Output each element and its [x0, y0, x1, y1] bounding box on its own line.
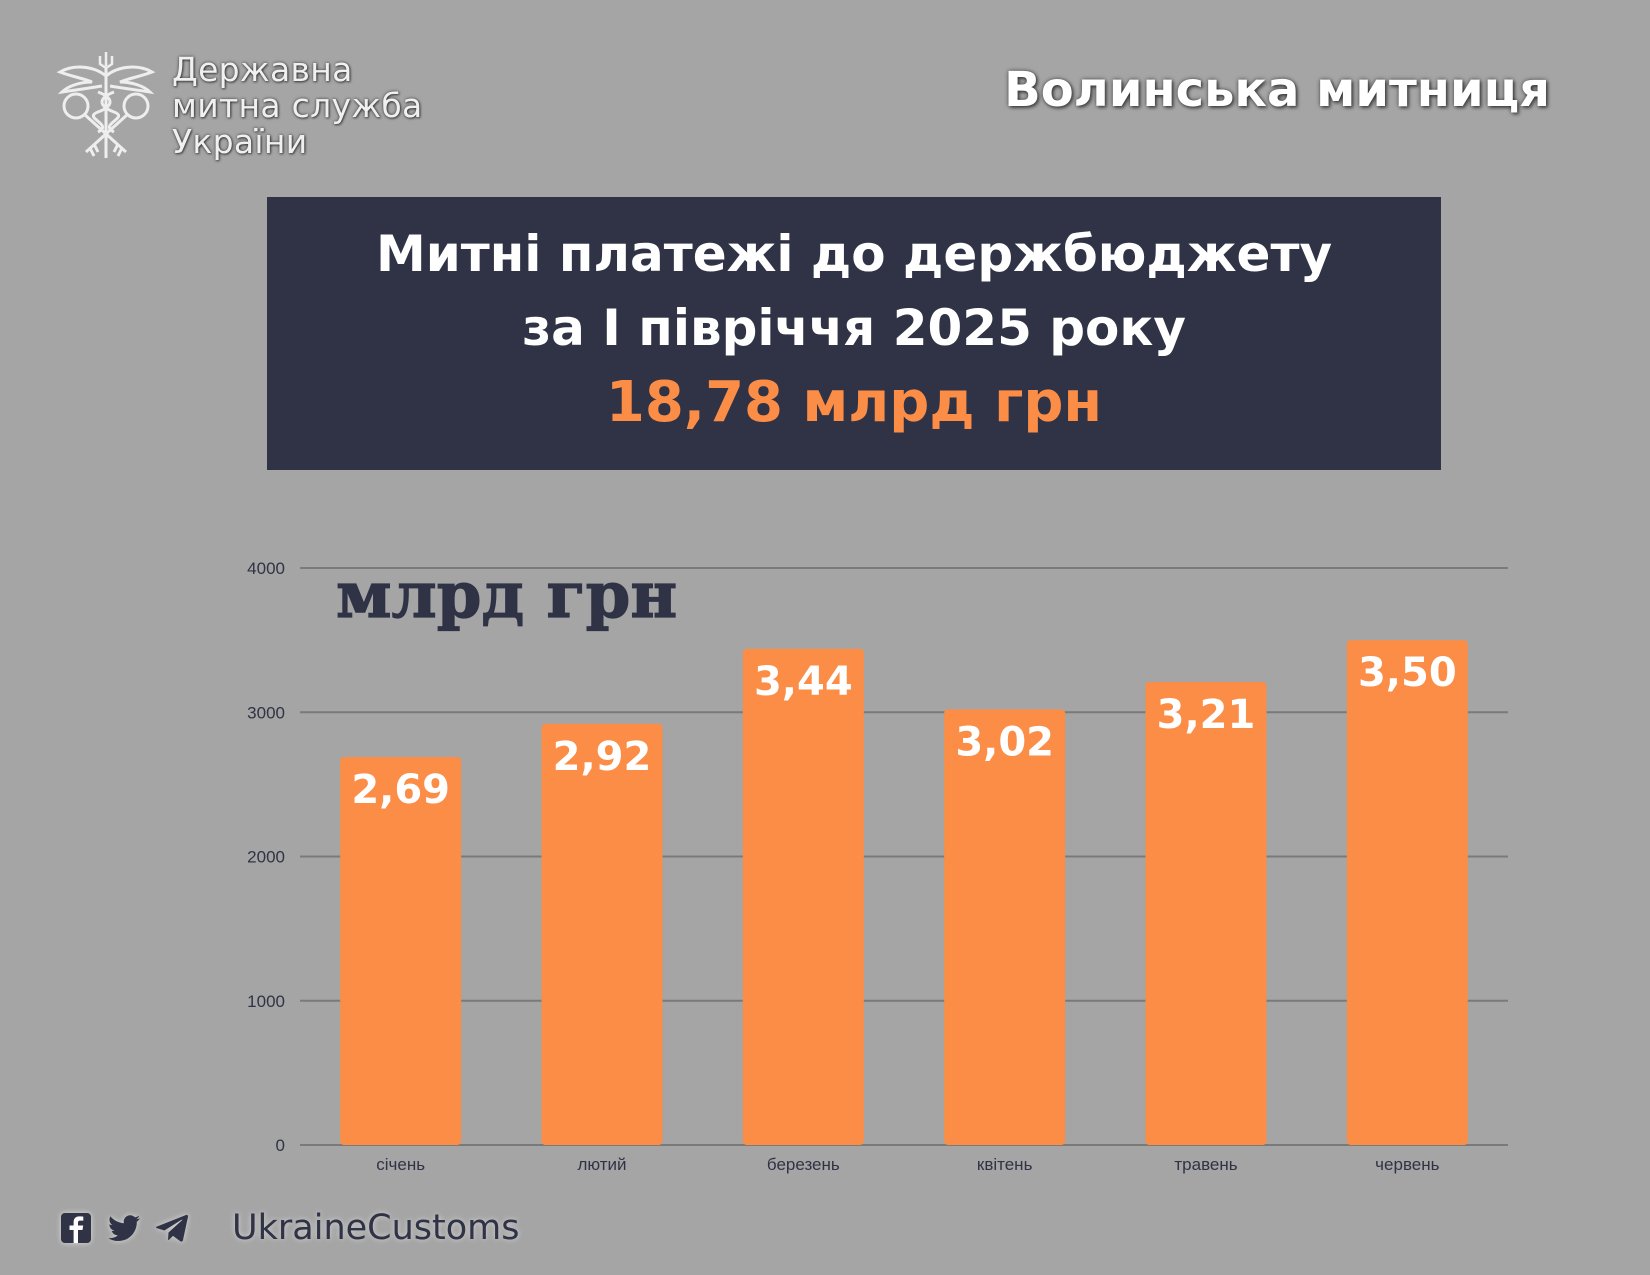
bar-value-label: 3,21: [1157, 692, 1256, 738]
telegram-icon[interactable]: [154, 1210, 190, 1246]
logo-line-2: митна служба: [172, 86, 423, 125]
logo-line-3: України: [172, 122, 308, 161]
bar-6: [1346, 640, 1468, 1145]
gridlines: [300, 567, 1508, 1146]
y-tick-label: 3000: [247, 703, 285, 722]
bar-value-label: 2,69: [351, 767, 450, 813]
x-axis-ticks: січень лютий березень квітень травень червень: [376, 1155, 1439, 1174]
customs-logo-text: Державна митна служба України: [172, 52, 423, 160]
bars: 2,69 2,92 3,44 3,02 3,21 3,50: [340, 640, 1468, 1145]
bar-5: [1145, 681, 1267, 1145]
customs-emblem-icon: [56, 52, 156, 158]
bar-1: [340, 756, 462, 1145]
facebook-icon[interactable]: [58, 1210, 94, 1246]
bar-value-label: 3,02: [955, 719, 1054, 765]
footer: UkraineCustoms: [58, 1208, 520, 1248]
title-line-1: Митні платежі до держбюджету: [375, 225, 1333, 283]
title-box: Митні платежі до держбюджету за І півріч…: [267, 197, 1441, 470]
title-total: 18,78 млрд грн: [605, 370, 1103, 435]
bar-3: [742, 648, 864, 1145]
y-tick-label: 2000: [247, 848, 285, 867]
twitter-icon[interactable]: [106, 1210, 142, 1246]
bar-value-label: 3,50: [1358, 650, 1457, 696]
y-tick-label: 4000: [247, 559, 285, 578]
x-tick-label: квітень: [977, 1155, 1033, 1174]
x-tick-label: червень: [1375, 1155, 1439, 1174]
x-tick-label: травень: [1174, 1155, 1237, 1174]
y-tick-label: 0: [276, 1136, 285, 1155]
social-handle[interactable]: UkraineCustoms: [232, 1208, 520, 1248]
logo-line-1: Державна: [172, 50, 353, 89]
x-tick-label: лютий: [577, 1155, 626, 1174]
x-tick-label: січень: [376, 1155, 425, 1174]
y-tick-label: 1000: [247, 992, 285, 1011]
bar-value-label: 3,44: [754, 659, 853, 705]
bar-4: [944, 709, 1066, 1145]
x-tick-label: березень: [767, 1155, 840, 1174]
bar-value-label: 2,92: [553, 734, 652, 780]
bar-2: [541, 723, 663, 1145]
chart-title: млрд грн: [336, 558, 677, 633]
title-line-2: за І півріччя 2025 року: [522, 299, 1186, 357]
y-axis-ticks: 0 1000 2000 3000 4000: [247, 559, 285, 1155]
customs-logo: Державна митна служба України: [56, 48, 422, 168]
office-name: Волинська митниця: [1004, 62, 1550, 118]
